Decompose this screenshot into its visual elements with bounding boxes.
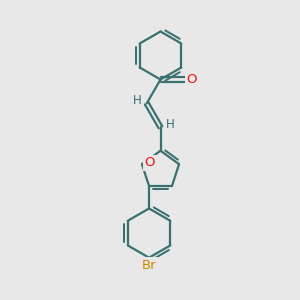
Text: H: H bbox=[132, 94, 141, 107]
Text: Br: Br bbox=[142, 259, 156, 272]
Text: O: O bbox=[187, 73, 197, 86]
Text: H: H bbox=[166, 118, 175, 131]
Text: O: O bbox=[144, 156, 155, 169]
